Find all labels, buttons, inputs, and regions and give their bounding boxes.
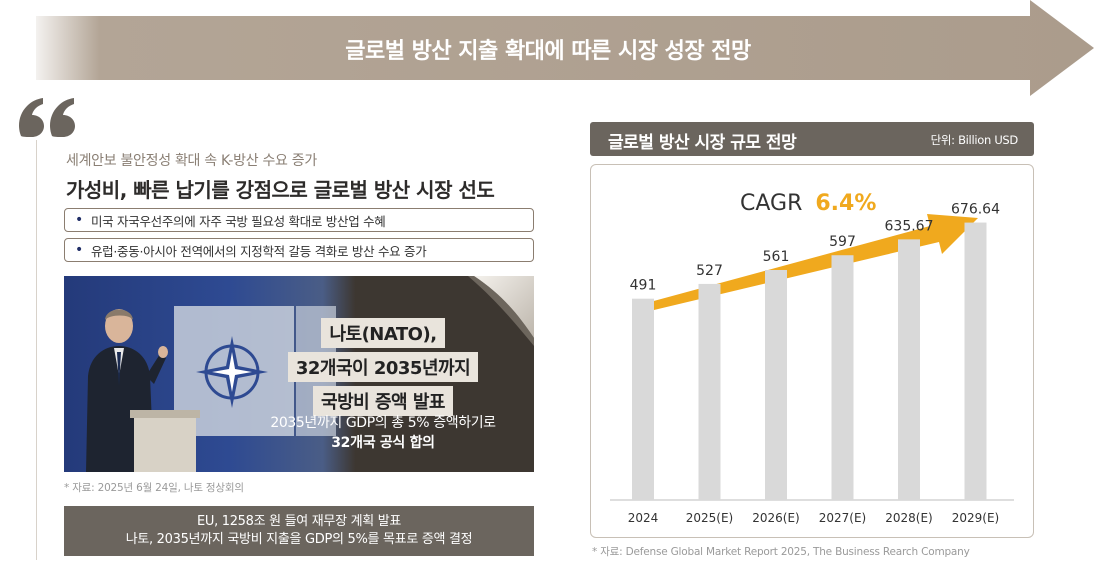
bullet-text: 유럽·중동·아시아 전역에서의 지정학적 갈등 격화로 방산 수요 증가 [90,243,427,259]
right-source-note: * 자료: Defense Global Market Report 2025,… [592,546,970,558]
value-label: 635.67 [885,218,934,234]
nato-subtext-2: 32개국 공식 합의 [331,435,435,451]
eu-summary-line-2: 나토, 2035년까지 국방비 지출을 GDP의 5%를 목표로 증액 결정 [125,532,473,547]
nato-headline-block: 나토(NATO), 32개국이 2035년까지 국방비 증액 발표 [248,316,518,418]
category-label: 2026(E) [752,511,799,525]
value-label: 491 [630,278,657,294]
value-label: 597 [829,234,856,250]
category-label: 2025(E) [686,511,733,525]
banner-arrow-shape [36,0,1094,96]
top-banner: 글로벌 방산 지출 확대에 따른 시장 성장 전망 [36,0,1098,96]
nato-star-icon [196,336,268,408]
value-label: 676.64 [951,202,1000,218]
category-label: 2024 [628,511,659,525]
eu-summary-box: EU, 1258조 원 들여 재무장 계획 발표 나토, 2035년까지 국방비… [64,506,534,556]
nato-line-3: 국방비 증액 발표 [313,386,453,416]
bar-2026(E) [765,269,787,500]
nato-line-1: 나토(NATO), [321,318,445,348]
category-label: 2029(E) [952,511,999,525]
left-headline: 가성비, 빠른 납기를 강점으로 글로벌 방산 시장 선도 [66,178,495,202]
left-subtitle: 세계안보 불안정성 확대 속 K-방산 수요 증가 [66,153,317,169]
value-label: 561 [763,249,790,265]
chart-header: 글로벌 방산 시장 규모 전망 단위: Billion USD [590,122,1034,156]
bullet-dot-icon: • [75,242,83,258]
eu-summary-line-1: EU, 1258조 원 들여 재무장 계획 발표 [196,514,402,529]
bar-2027(E) [831,255,854,500]
chart-title: 글로벌 방산 시장 규모 전망 [608,133,797,153]
banner-title: 글로벌 방산 지출 확대에 따른 시장 성장 전망 [345,39,751,64]
bar-2024 [632,298,654,500]
nato-line-2: 32개국이 2035년까지 [287,352,479,382]
left-divider [36,140,37,560]
category-label: 2027(E) [819,511,866,525]
chart-frame [590,164,1034,538]
bullet-item: • 유럽·중동·아시아 전역에서의 지정학적 갈등 격화로 방산 수요 증가 [64,238,534,262]
bullet-dot-icon: • [75,212,83,228]
quote-icon [17,96,79,144]
market-size-bar-chart: CAGR 6.4% 491 2024 527 2025(E) 561 2026(E) 597… [610,191,1014,525]
bar-2029(E) [964,222,987,500]
bar-2028(E) [898,239,920,500]
cagr-value: 6.4% [815,191,876,216]
bullet-text: 미국 자국우선주의에 자주 국방 필요성 확대로 방산업 수혜 [90,213,386,229]
value-label: 527 [696,263,723,279]
bar-2025(E) [698,283,721,500]
bullet-item: • 미국 자국우선주의에 자주 국방 필요성 확대로 방산업 수혜 [64,208,534,232]
chart-unit-label: 단위: Billion USD [930,133,1019,147]
left-source-note: * 자료: 2025년 6월 24일, 나토 정상회의 [64,482,244,494]
nato-subtext-1: 2035년까지 GDP의 총 5% 증액하기로 [270,415,496,431]
trend-arrow-icon [650,214,978,310]
category-label: 2028(E) [885,511,932,525]
cagr-label: CAGR 6.4% [740,191,876,216]
